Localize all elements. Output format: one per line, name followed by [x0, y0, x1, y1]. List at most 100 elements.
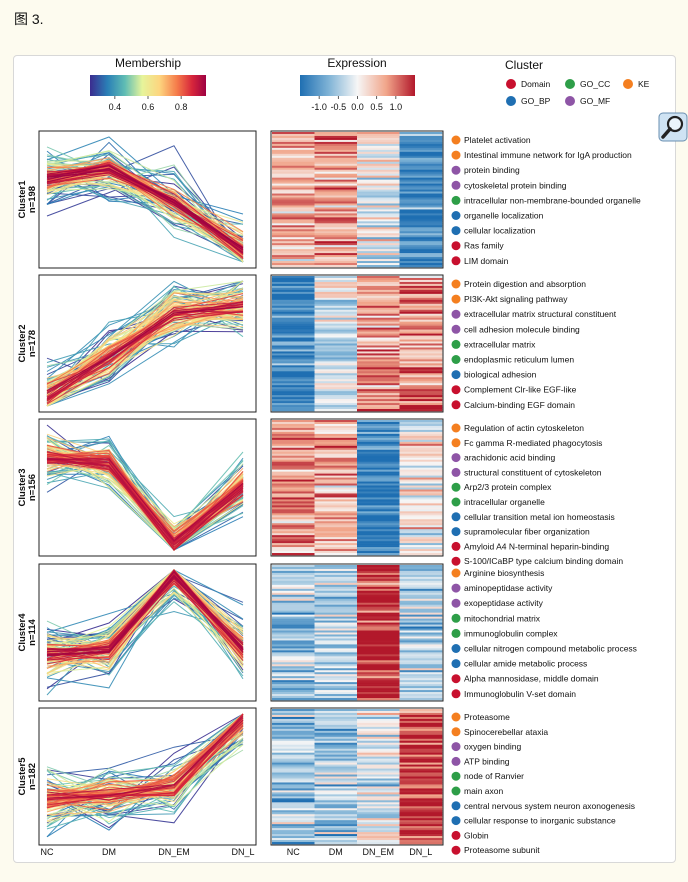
heatmap-cell — [357, 618, 400, 621]
heatmap-cell — [357, 177, 400, 180]
zoom-button[interactable] — [658, 112, 688, 142]
heatmap-cell — [357, 403, 400, 406]
heatmap-cell — [272, 153, 315, 157]
heatmap-cell — [314, 153, 358, 157]
heatmap-cell — [314, 333, 358, 336]
heatmap-cell — [399, 327, 443, 330]
heatmap-cell — [357, 652, 400, 655]
heatmap-cell — [399, 584, 443, 588]
heatmap-cell — [357, 203, 400, 206]
heatmap-cell — [399, 535, 443, 538]
heatmap-cell — [314, 499, 358, 502]
heatmap-cell — [399, 323, 443, 326]
enrichment-term-label: extracellular matrix — [464, 339, 536, 349]
heatmap-cell — [357, 215, 400, 218]
heatmap-cell — [399, 732, 443, 736]
heatmap-cell — [357, 836, 400, 839]
heatmap-cell — [314, 435, 358, 439]
heatmap-cell — [357, 375, 400, 378]
term-type-dot — [451, 165, 461, 175]
heatmap-cell — [272, 377, 315, 380]
heatmap-cell — [357, 485, 400, 488]
heatmap-cell — [314, 251, 358, 254]
heatmap-cell — [272, 479, 315, 482]
heatmap-cell — [272, 527, 315, 530]
heatmap-cell — [399, 405, 443, 408]
heatmap-cell — [399, 465, 443, 468]
heatmap-cell — [357, 293, 400, 297]
heatmap-cell — [314, 598, 358, 602]
heatmap-cell — [399, 834, 443, 837]
heatmap-cell — [399, 173, 443, 176]
heatmap-cell — [272, 497, 315, 500]
heatmap-cell — [399, 786, 443, 789]
heatmap-cell — [272, 467, 315, 470]
heatmap-cell — [272, 652, 315, 655]
heatmap-cell — [357, 794, 400, 797]
heatmap-cell — [399, 135, 443, 139]
heatmap-cell — [357, 295, 400, 299]
heatmap-cell — [314, 682, 358, 685]
heatmap-cell — [314, 519, 358, 522]
heatmap-cell — [272, 806, 315, 809]
heatmap-cell — [357, 620, 400, 623]
heatmap-cell — [399, 297, 443, 301]
heatmap-cell — [314, 165, 358, 169]
heatmap-cell — [357, 133, 400, 137]
heatmap-cell — [357, 235, 400, 238]
heatmap-cell — [357, 263, 400, 266]
heatmap-cell — [357, 435, 400, 439]
heatmap-cell — [399, 754, 443, 757]
heatmap-cell — [399, 714, 443, 718]
heatmap-cell — [399, 335, 443, 338]
heatmap-cell — [314, 570, 358, 574]
heatmap-cell — [399, 343, 443, 346]
heatmap-cell — [314, 568, 358, 572]
heatmap-cell — [272, 191, 315, 194]
heatmap-cell — [357, 840, 400, 843]
heatmap-cell — [357, 608, 400, 611]
heatmap-cell — [357, 672, 400, 675]
heatmap-cell — [399, 762, 443, 765]
heatmap-cell — [357, 157, 400, 161]
heatmap-cell — [357, 207, 400, 210]
heatmap-cell — [357, 459, 400, 462]
cluster-count-label: n=114 — [27, 618, 38, 645]
heatmap-cell — [272, 363, 315, 366]
term-type-dot — [451, 482, 461, 492]
heatmap-cell — [272, 177, 315, 180]
heatmap-cell — [399, 349, 443, 352]
heatmap-cell — [399, 451, 443, 455]
heatmap-cell — [314, 265, 358, 268]
heatmap-cell — [314, 756, 358, 759]
heatmap-cell — [314, 179, 358, 182]
heatmap-cell — [272, 788, 315, 791]
heatmap-cell — [314, 195, 358, 198]
heatmap-cell — [357, 311, 400, 315]
line-plot-x-label: DN_EM — [158, 847, 190, 857]
heatmap-cell — [357, 431, 400, 435]
heatmap-cell — [272, 525, 315, 528]
heatmap-cell — [357, 477, 400, 480]
heatmap-cell — [399, 576, 443, 580]
heatmap-cell — [357, 357, 400, 360]
heatmap-cell — [399, 748, 443, 751]
heatmap-cell — [357, 259, 400, 262]
heatmap-cell — [399, 429, 443, 433]
heatmap-cell — [314, 624, 358, 627]
heatmap-cell — [272, 838, 315, 841]
heatmap-cell — [314, 307, 358, 311]
heatmap-cell — [399, 237, 443, 240]
heatmap-cell — [272, 463, 315, 466]
heatmap-cell — [272, 576, 315, 580]
heatmap-cell — [272, 257, 315, 260]
heatmap-cell — [357, 537, 400, 540]
heatmap-cell — [314, 572, 358, 576]
heatmap-cell — [399, 225, 443, 228]
heatmap-cell — [357, 796, 400, 799]
heatmap-cell — [399, 594, 443, 598]
heatmap-cell — [272, 393, 315, 396]
membership-line — [46, 580, 244, 661]
